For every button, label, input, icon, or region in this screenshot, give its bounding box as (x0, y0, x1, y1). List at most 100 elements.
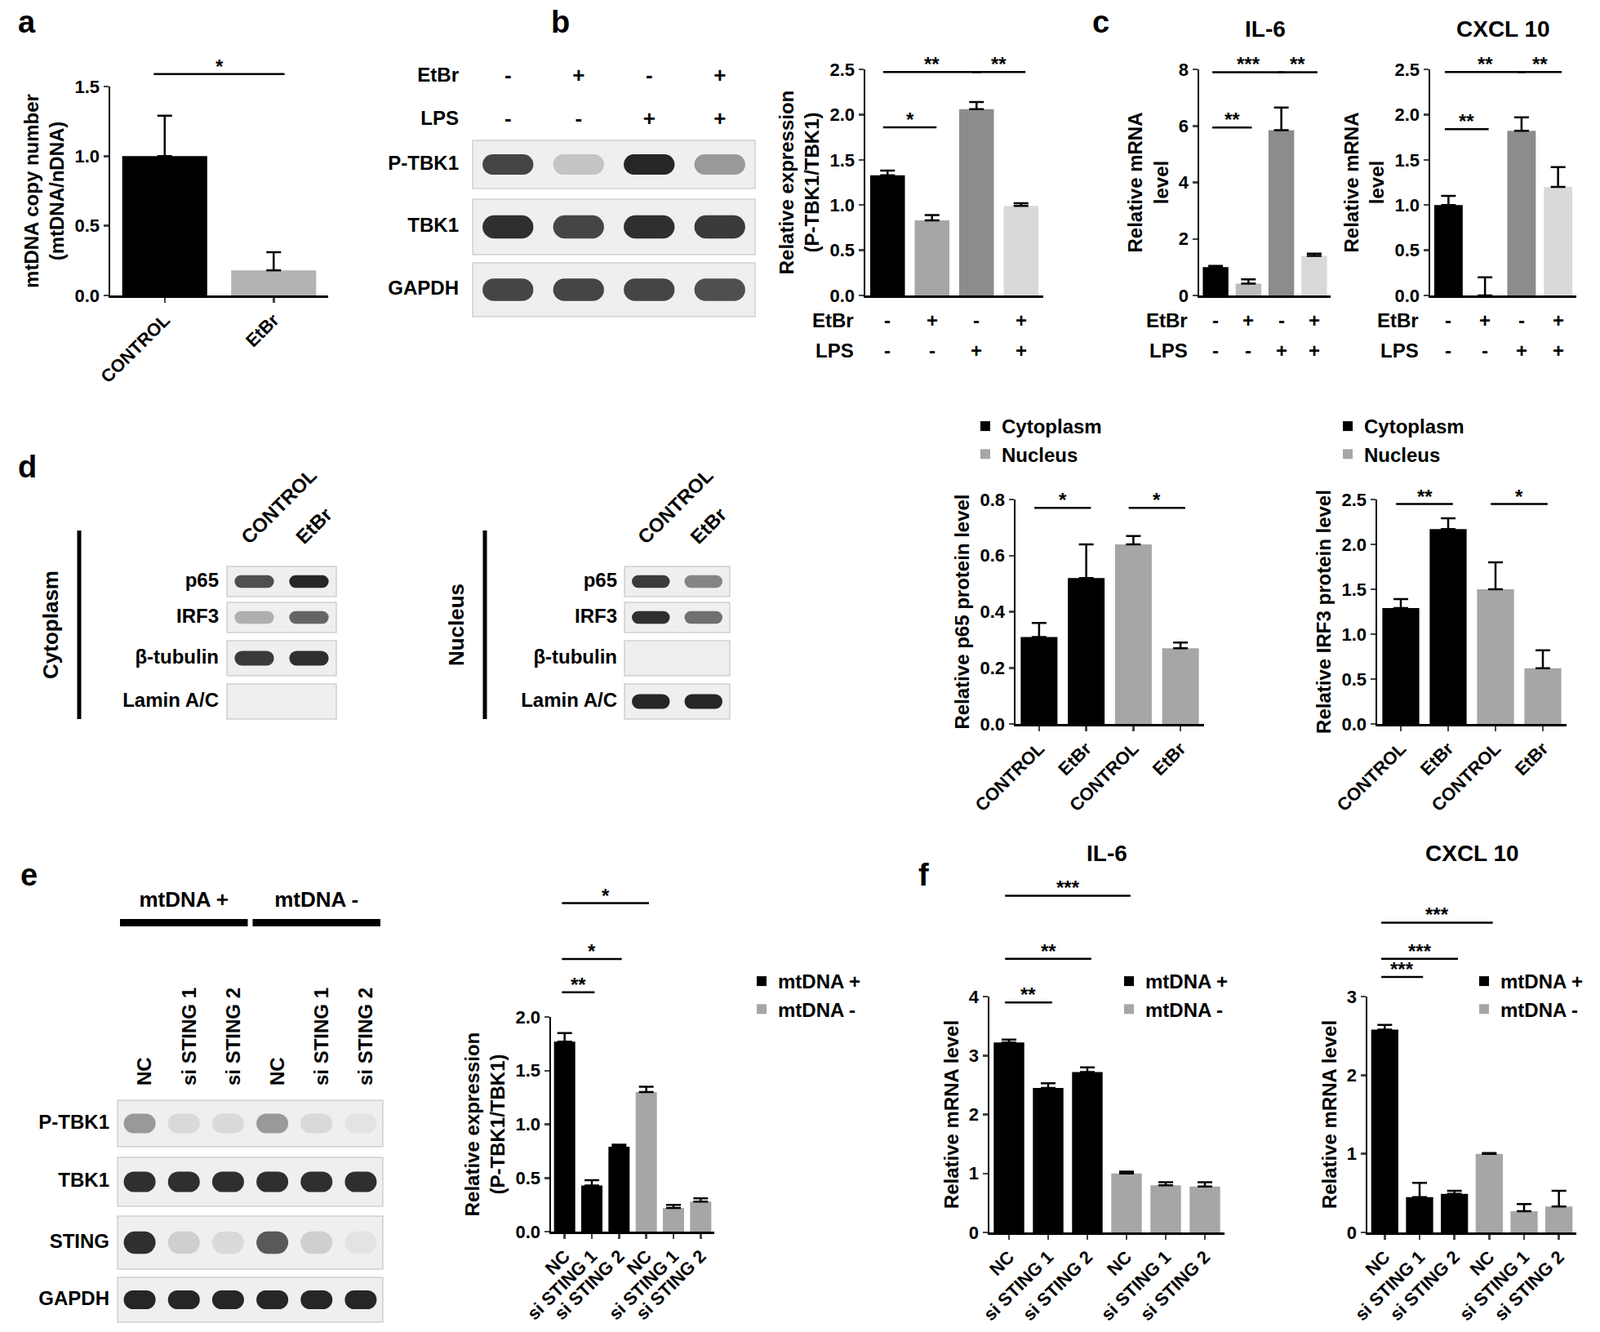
svg-text:IL-6: IL-6 (1244, 16, 1286, 42)
svg-text:CONTROL: CONTROL (971, 738, 1049, 817)
svg-text:+: + (1275, 339, 1288, 362)
svg-text:**: ** (1224, 108, 1240, 131)
svg-text:si STING 2: si STING 2 (1385, 1247, 1463, 1325)
svg-text:mtDNA +: mtDNA + (777, 970, 861, 993)
svg-text:**: ** (991, 53, 1007, 76)
svg-text:si STING 2: si STING 2 (222, 987, 245, 1086)
svg-text:0.8: 0.8 (980, 489, 1006, 511)
svg-text:-: - (1481, 339, 1489, 362)
svg-text:0.5: 0.5 (75, 215, 101, 236)
svg-text:si STING 2: si STING 2 (354, 987, 377, 1086)
svg-text:mtDNA +: mtDNA + (138, 887, 229, 912)
svg-text:Relative mRNAlevel: Relative mRNAlevel (1340, 111, 1388, 253)
svg-text:si STING 2: si STING 2 (1489, 1247, 1568, 1325)
svg-text:1: 1 (1346, 1143, 1357, 1165)
svg-text:si STING 1: si STING 1 (177, 987, 200, 1086)
svg-text:p65: p65 (185, 568, 219, 592)
svg-text:2.0: 2.0 (830, 104, 856, 125)
svg-text:Relative mRNA level: Relative mRNA level (1318, 1020, 1341, 1209)
svg-text:Nucleus: Nucleus (444, 583, 469, 667)
svg-text:Lamin A/C: Lamin A/C (122, 688, 219, 712)
svg-text:***: *** (1390, 958, 1414, 981)
svg-text:P-TBK1: P-TBK1 (387, 151, 459, 174)
svg-text:CONTROL: CONTROL (633, 464, 718, 549)
svg-text:6: 6 (1178, 115, 1189, 137)
svg-text:+: + (970, 339, 983, 362)
svg-text:1.0: 1.0 (515, 1114, 542, 1135)
svg-text:mtDNA -: mtDNA - (777, 999, 856, 1022)
svg-text:*: * (601, 884, 610, 907)
svg-text:Cytoplasm: Cytoplasm (38, 570, 63, 680)
svg-text:LPS: LPS (1380, 339, 1419, 362)
svg-text:si STING 2: si STING 2 (550, 1246, 628, 1325)
svg-text:**: ** (1040, 940, 1057, 963)
svg-text:+: + (1015, 309, 1027, 332)
svg-text:IRF3: IRF3 (176, 604, 219, 627)
svg-text:**: ** (1532, 53, 1548, 76)
svg-text:NC: NC (133, 1057, 156, 1086)
svg-text:-: - (973, 309, 980, 332)
svg-text:b: b (551, 4, 570, 40)
svg-text:0.0: 0.0 (1342, 714, 1368, 735)
svg-text:+: + (1308, 309, 1320, 332)
svg-text:**: ** (924, 53, 940, 76)
svg-text:0.5: 0.5 (1342, 669, 1368, 690)
svg-text:Relative mRNAlevel: Relative mRNAlevel (1124, 111, 1172, 253)
svg-text:2: 2 (968, 1104, 979, 1125)
svg-text:TBK1: TBK1 (407, 213, 459, 236)
svg-text:8: 8 (1178, 59, 1189, 80)
svg-text:2.0: 2.0 (1395, 104, 1421, 125)
svg-text:1.5: 1.5 (1395, 150, 1421, 171)
svg-text:-: - (1444, 339, 1452, 362)
svg-text:2.0: 2.0 (1342, 534, 1368, 556)
svg-text:1.0: 1.0 (1395, 195, 1421, 216)
svg-text:CONTROL: CONTROL (1065, 738, 1143, 817)
svg-text:e: e (20, 857, 38, 893)
svg-text:0.0: 0.0 (980, 714, 1006, 735)
svg-text:P-TBK1: P-TBK1 (38, 1111, 110, 1134)
svg-text:0: 0 (1178, 285, 1189, 307)
svg-text:c: c (1092, 4, 1110, 40)
svg-text:β-tubulin: β-tubulin (134, 645, 219, 668)
svg-text:p65: p65 (583, 568, 618, 592)
svg-text:NC: NC (266, 1057, 289, 1086)
svg-text:-: - (1212, 339, 1219, 362)
svg-text:NC: NC (1465, 1246, 1498, 1280)
svg-text:+: + (713, 106, 726, 131)
svg-text:si STING 1: si STING 1 (1351, 1247, 1429, 1325)
svg-text:4: 4 (968, 986, 980, 1008)
svg-text:0.5: 0.5 (1395, 240, 1421, 261)
svg-text:-: - (1518, 309, 1525, 332)
svg-text:2.5: 2.5 (1342, 489, 1368, 511)
svg-text:-: - (504, 106, 512, 131)
svg-text:mtDNA -: mtDNA - (1145, 999, 1223, 1022)
svg-text:mtDNA +: mtDNA + (1500, 970, 1583, 993)
svg-text:Cytoplasm: Cytoplasm (1364, 415, 1465, 438)
svg-text:NC: NC (985, 1246, 1018, 1280)
svg-text:CXCL 10: CXCL 10 (1425, 840, 1520, 867)
svg-text:1.5: 1.5 (515, 1060, 542, 1081)
svg-text:*: * (1152, 488, 1161, 512)
svg-text:0.4: 0.4 (980, 601, 1006, 623)
svg-text:2.5: 2.5 (830, 59, 856, 80)
svg-text:*: * (215, 55, 224, 78)
svg-text:mtDNA -: mtDNA - (1500, 999, 1578, 1022)
svg-text:mtDNA -: mtDNA - (274, 887, 359, 912)
svg-text:2.5: 2.5 (1395, 59, 1421, 80)
svg-text:-: - (928, 339, 936, 362)
svg-text:1.0: 1.0 (75, 146, 101, 167)
svg-text:0.5: 0.5 (515, 1168, 542, 1189)
svg-text:+: + (713, 62, 726, 88)
svg-text:CONTROL: CONTROL (236, 464, 321, 549)
svg-text:+: + (1552, 309, 1565, 332)
svg-text:-: - (1278, 309, 1285, 332)
svg-text:-: - (1244, 339, 1252, 362)
svg-text:+: + (1515, 339, 1528, 362)
svg-text:1.5: 1.5 (830, 150, 856, 171)
svg-text:EtBr: EtBr (685, 503, 731, 549)
svg-text:0.0: 0.0 (75, 285, 101, 307)
svg-text:2: 2 (1346, 1065, 1357, 1086)
svg-text:mtDNA +: mtDNA + (1145, 970, 1228, 993)
svg-text:si STING 1: si STING 1 (604, 1246, 683, 1325)
svg-text:**: ** (1458, 110, 1475, 133)
